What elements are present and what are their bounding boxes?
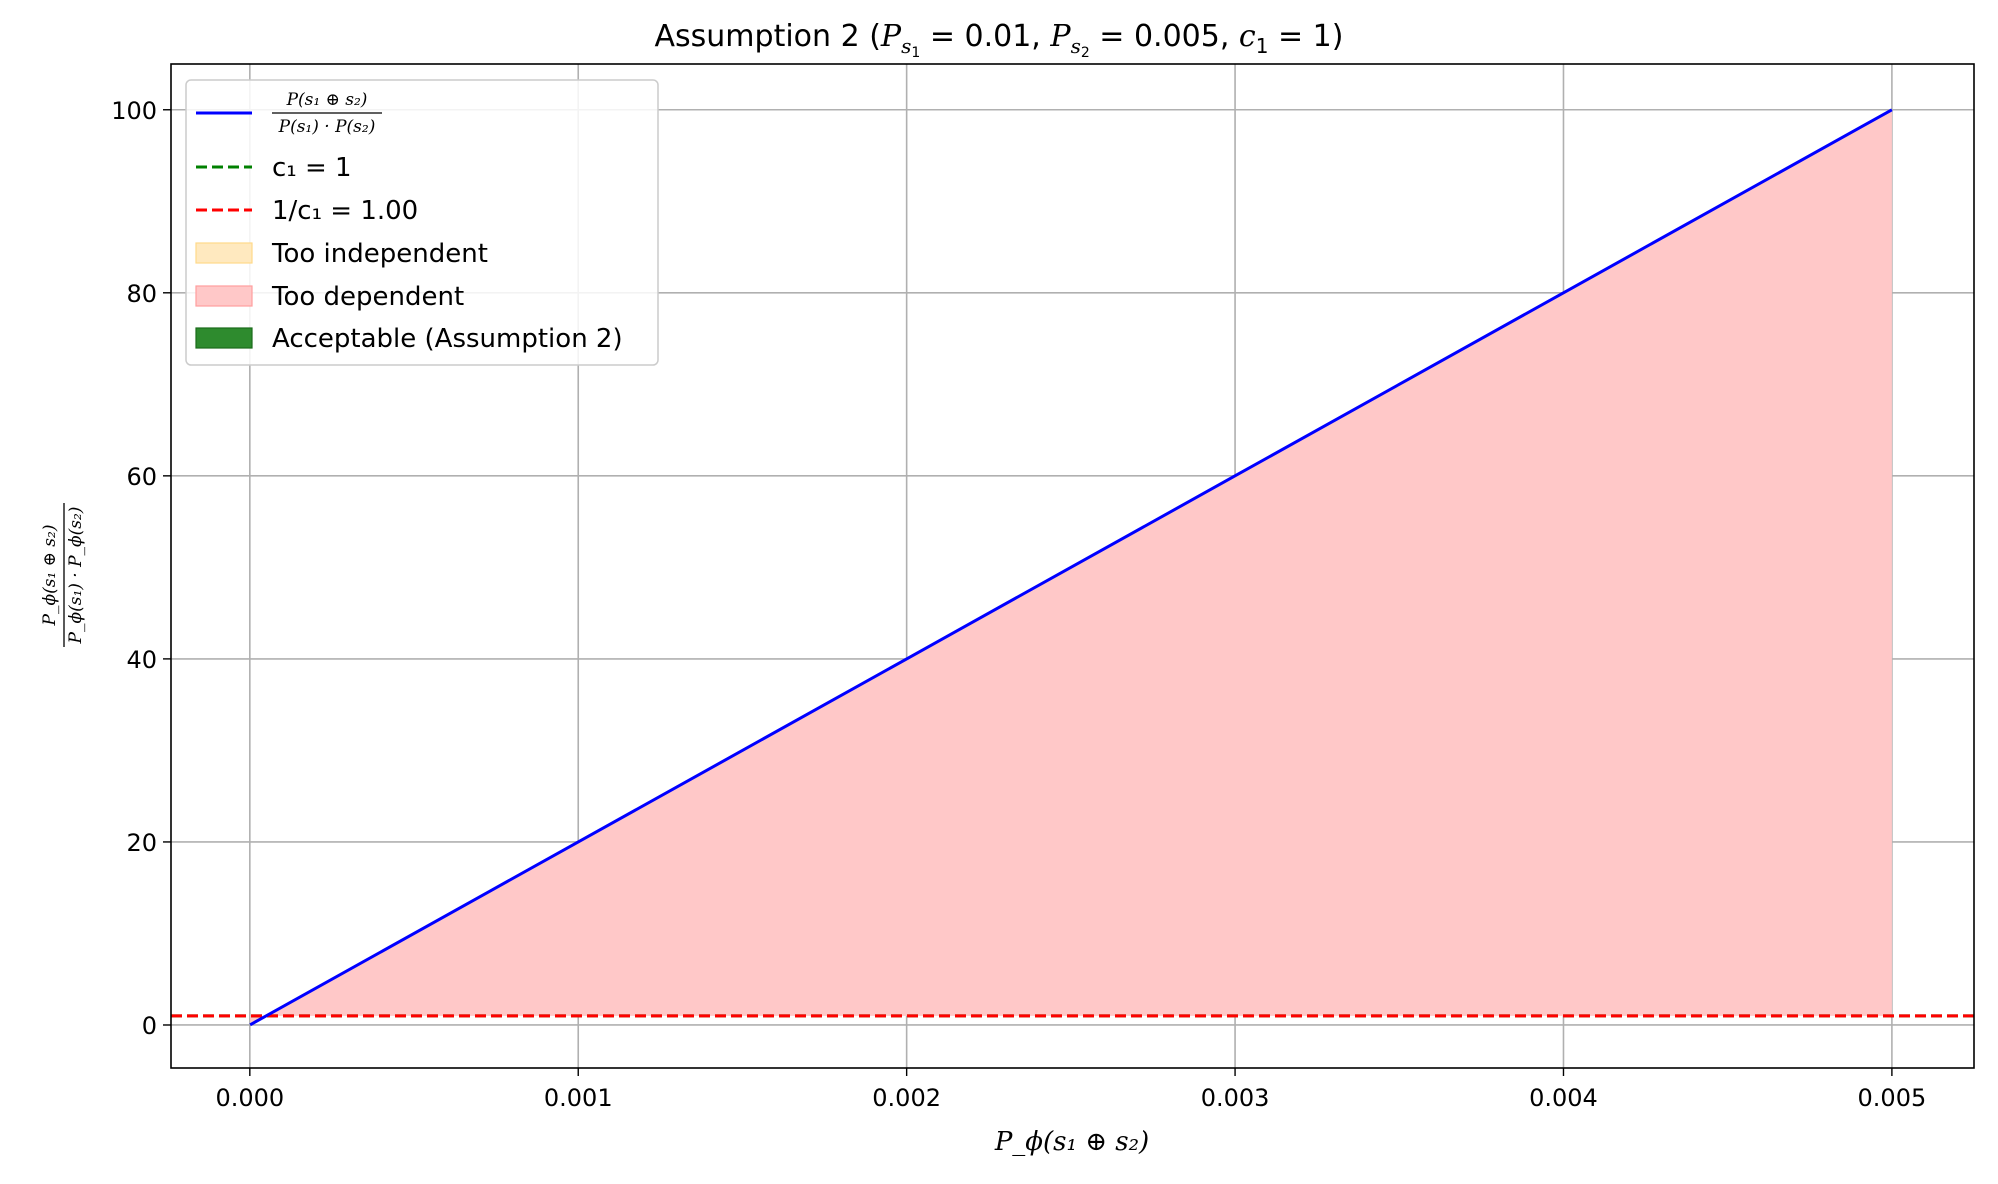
ratio-line bbox=[249, 108, 1893, 1027]
y-tick-label: 100 bbox=[111, 97, 157, 125]
legend-label: Too dependent bbox=[271, 282, 464, 312]
y-tick-label: 80 bbox=[126, 280, 157, 308]
x-axis-label: P_ϕ(s₁ ⊕ s₂) bbox=[994, 1127, 1149, 1157]
y-tick-label: 0 bbox=[142, 1012, 157, 1040]
x-tick-label: 0.000 bbox=[215, 1084, 284, 1112]
y-axis-label: P_ϕ(s₁ ⊕ s₂) P_ϕ(s₁) · P_ϕ(s₂) bbox=[40, 503, 86, 647]
legend-box bbox=[185, 79, 659, 366]
legend-fill-swatch bbox=[195, 242, 253, 264]
x-tick-label: 0.005 bbox=[1858, 1084, 1927, 1112]
y-tick-label: 40 bbox=[126, 646, 157, 674]
legend-label: Too independent bbox=[271, 239, 488, 269]
axis-ticks: 0.000 0.001 0.002 0.003 0.004 0.005 0 20 40 60 80 1… bbox=[111, 97, 1926, 1112]
y-tick-label: 20 bbox=[126, 829, 157, 857]
x-tick-label: 0.004 bbox=[1529, 1084, 1598, 1112]
plot-area: 0.000 0.001 0.002 0.003 0.004 0.005 0 20 40 60 80 1… bbox=[111, 63, 1975, 1112]
legend-entry-too-independent: Too independent bbox=[195, 239, 488, 269]
legend-label: Acceptable (Assumption 2) bbox=[272, 324, 623, 354]
legend-entry-acceptable: Acceptable (Assumption 2) bbox=[195, 324, 623, 354]
legend: P(s₁ ⊕ s₂) P(s₁) · P(s₂) c₁ = 1 1/c₁ = 1… bbox=[185, 79, 659, 366]
y-axis-label-numerator: P_ϕ(s₁ ⊕ s₂) bbox=[40, 525, 60, 627]
y-axis-label-denominator: P_ϕ(s₁) · P_ϕ(s₂) bbox=[66, 507, 86, 645]
x-tick-label: 0.003 bbox=[1201, 1084, 1270, 1112]
legend-label-numerator: P(s₁ ⊕ s₂) bbox=[286, 90, 368, 110]
legend-fill-swatch bbox=[195, 285, 253, 307]
plot-frame bbox=[170, 63, 1975, 1069]
legend-label-denominator: P(s₁) · P(s₂) bbox=[278, 117, 376, 137]
legend-entry-ratio-line: P(s₁ ⊕ s₂) P(s₁) · P(s₂) bbox=[196, 90, 382, 137]
legend-entry-inverse-c1: 1/c₁ = 1.00 bbox=[196, 196, 418, 226]
legend-fill-swatch bbox=[195, 327, 253, 349]
series-lines bbox=[171, 108, 1974, 1027]
x-tick-label: 0.002 bbox=[872, 1084, 941, 1112]
chart-title: Assumption 2 (Ps1 = 0.01, Ps2 = 0.005, c… bbox=[655, 19, 1344, 61]
legend-label: 1/c₁ = 1.00 bbox=[272, 196, 418, 226]
x-tick-label: 0.001 bbox=[544, 1084, 613, 1112]
y-tick-label: 60 bbox=[126, 463, 157, 491]
legend-entry-too-dependent: Too dependent bbox=[195, 282, 464, 312]
legend-entry-c1: c₁ = 1 bbox=[196, 153, 352, 183]
legend-label: c₁ = 1 bbox=[272, 153, 352, 183]
